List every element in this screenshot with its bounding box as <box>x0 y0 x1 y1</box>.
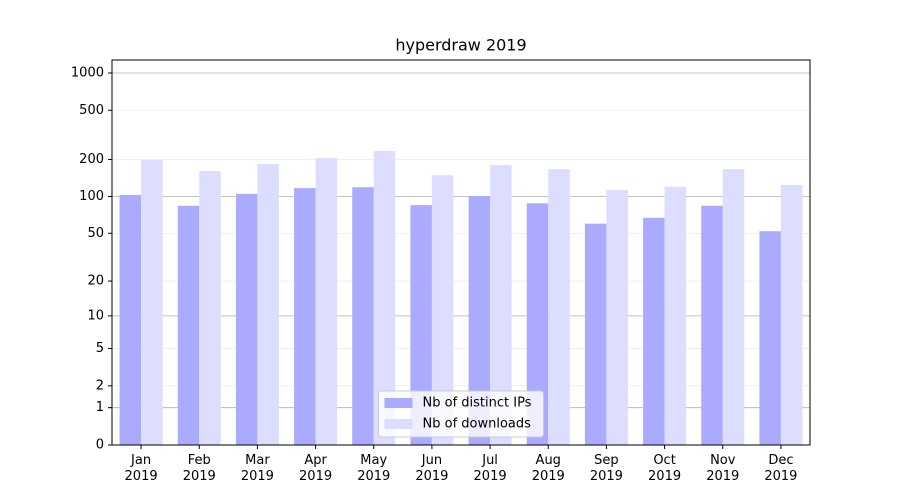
bar <box>548 169 570 445</box>
bar <box>701 205 723 445</box>
bar <box>664 186 687 445</box>
y-tick-label: 0 <box>96 438 104 453</box>
x-tick-label: Sep 2019 <box>589 453 623 484</box>
bar <box>294 188 316 445</box>
bar <box>373 151 396 445</box>
plot-frame <box>111 59 811 446</box>
bar <box>643 217 665 445</box>
y-tick-label: 50 <box>87 226 104 241</box>
y-tick-label: 5 <box>96 341 104 356</box>
y-tick-label: 200 <box>79 152 104 167</box>
x-tick-label: May 2019 <box>357 453 391 484</box>
legend-swatch <box>384 419 413 429</box>
bar <box>780 185 803 445</box>
bar <box>119 194 142 445</box>
bar <box>141 159 163 445</box>
bar <box>257 163 279 446</box>
y-tick-label: 500 <box>79 103 104 118</box>
bar <box>235 193 258 445</box>
legend-box <box>378 390 544 438</box>
x-tick-label: Nov 2019 <box>706 453 740 484</box>
bar <box>199 171 221 445</box>
y-tick-label: 10 <box>87 308 104 323</box>
bar <box>352 187 374 445</box>
x-tick-label: Feb 2019 <box>182 453 216 484</box>
x-tick-label: Mar 2019 <box>240 453 274 484</box>
bar <box>490 165 512 445</box>
bar <box>468 195 491 445</box>
x-tick-label: Aug 2019 <box>531 453 565 484</box>
bar <box>606 189 628 445</box>
chart-title: hyperdraw 2019 <box>395 36 526 55</box>
x-tick-label: Jul 2019 <box>473 453 507 484</box>
legend-label: Nb of downloads <box>423 417 532 432</box>
bar <box>722 169 745 445</box>
y-tick-label: 20 <box>87 274 104 289</box>
x-tick-label: Dec 2019 <box>764 453 798 484</box>
x-tick-label: Oct 2019 <box>648 453 682 484</box>
legend-label: Nb of distinct IPs <box>423 396 532 411</box>
y-tick-label: 2 <box>96 378 104 393</box>
legend-swatch <box>384 398 413 408</box>
bar <box>584 223 607 445</box>
x-tick-label: Apr 2019 <box>299 453 333 484</box>
bar <box>177 205 200 445</box>
bar <box>410 205 432 445</box>
y-tick-label: 100 <box>79 189 104 204</box>
x-tick-label: Jan 2019 <box>124 453 158 484</box>
x-tick-label: Jun 2019 <box>415 453 449 484</box>
y-tick-label: 1000 <box>71 65 104 80</box>
bar <box>431 175 454 445</box>
bar <box>759 231 781 445</box>
y-tick-label: 1 <box>96 400 104 415</box>
bar <box>526 203 549 445</box>
bar <box>315 158 338 445</box>
